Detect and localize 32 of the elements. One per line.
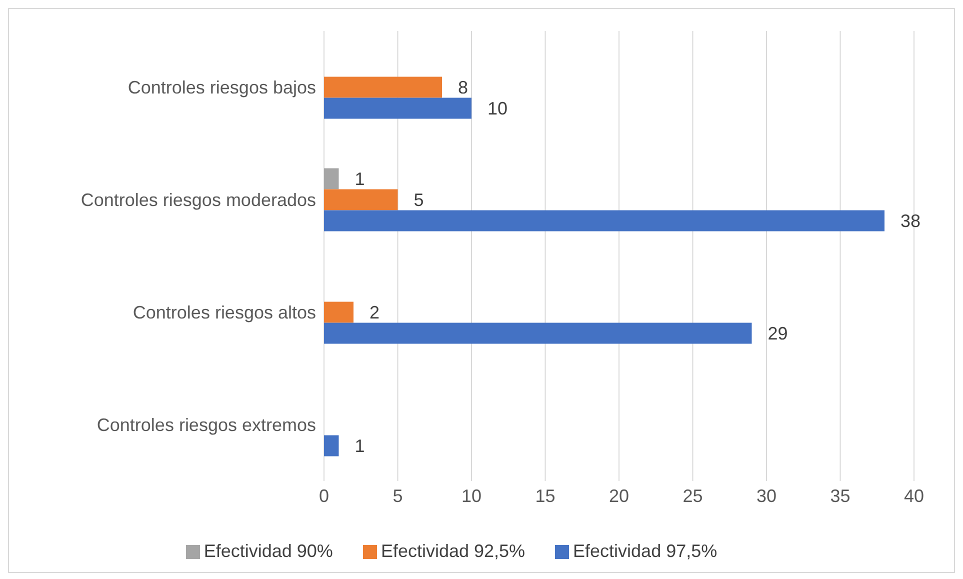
bar <box>324 76 442 98</box>
x-tick-label: 35 <box>830 486 850 506</box>
x-tick-label: 5 <box>392 486 403 506</box>
data-label: 29 <box>768 324 788 344</box>
y-tick-label: Controles riesgos bajos <box>128 78 316 98</box>
bar <box>324 168 339 190</box>
y-tick-label: Controles riesgos altos <box>132 302 316 323</box>
data-label: 10 <box>488 98 508 119</box>
x-tick-label: 15 <box>535 486 556 506</box>
bar <box>324 189 398 210</box>
bar <box>324 210 884 232</box>
bar <box>324 98 472 119</box>
data-label: 38 <box>900 211 921 232</box>
y-tick-label: Controles riesgos extremos <box>96 415 316 436</box>
bar <box>324 435 339 456</box>
legend-label: Efectividad 92,5% <box>380 541 526 561</box>
bar <box>324 322 752 344</box>
x-tick-label: 20 <box>608 486 630 506</box>
bar <box>324 302 354 323</box>
legend-label: Efectividad 90% <box>204 541 333 561</box>
data-label: 8 <box>458 78 468 98</box>
y-tick-label: Controles riesgos moderados <box>80 190 316 210</box>
data-label: 2 <box>370 302 380 323</box>
x-tick-label: 30 <box>756 486 777 506</box>
data-label: 1 <box>354 169 365 190</box>
legend-label: Efectividad 97,5% <box>573 541 718 561</box>
data-label: 1 <box>354 436 365 456</box>
x-tick-label: 25 <box>682 486 703 506</box>
data-label: 5 <box>414 190 424 210</box>
x-tick-label: 40 <box>904 486 924 506</box>
x-tick-label: 10 <box>461 486 482 506</box>
x-tick-label: 0 <box>318 486 330 506</box>
